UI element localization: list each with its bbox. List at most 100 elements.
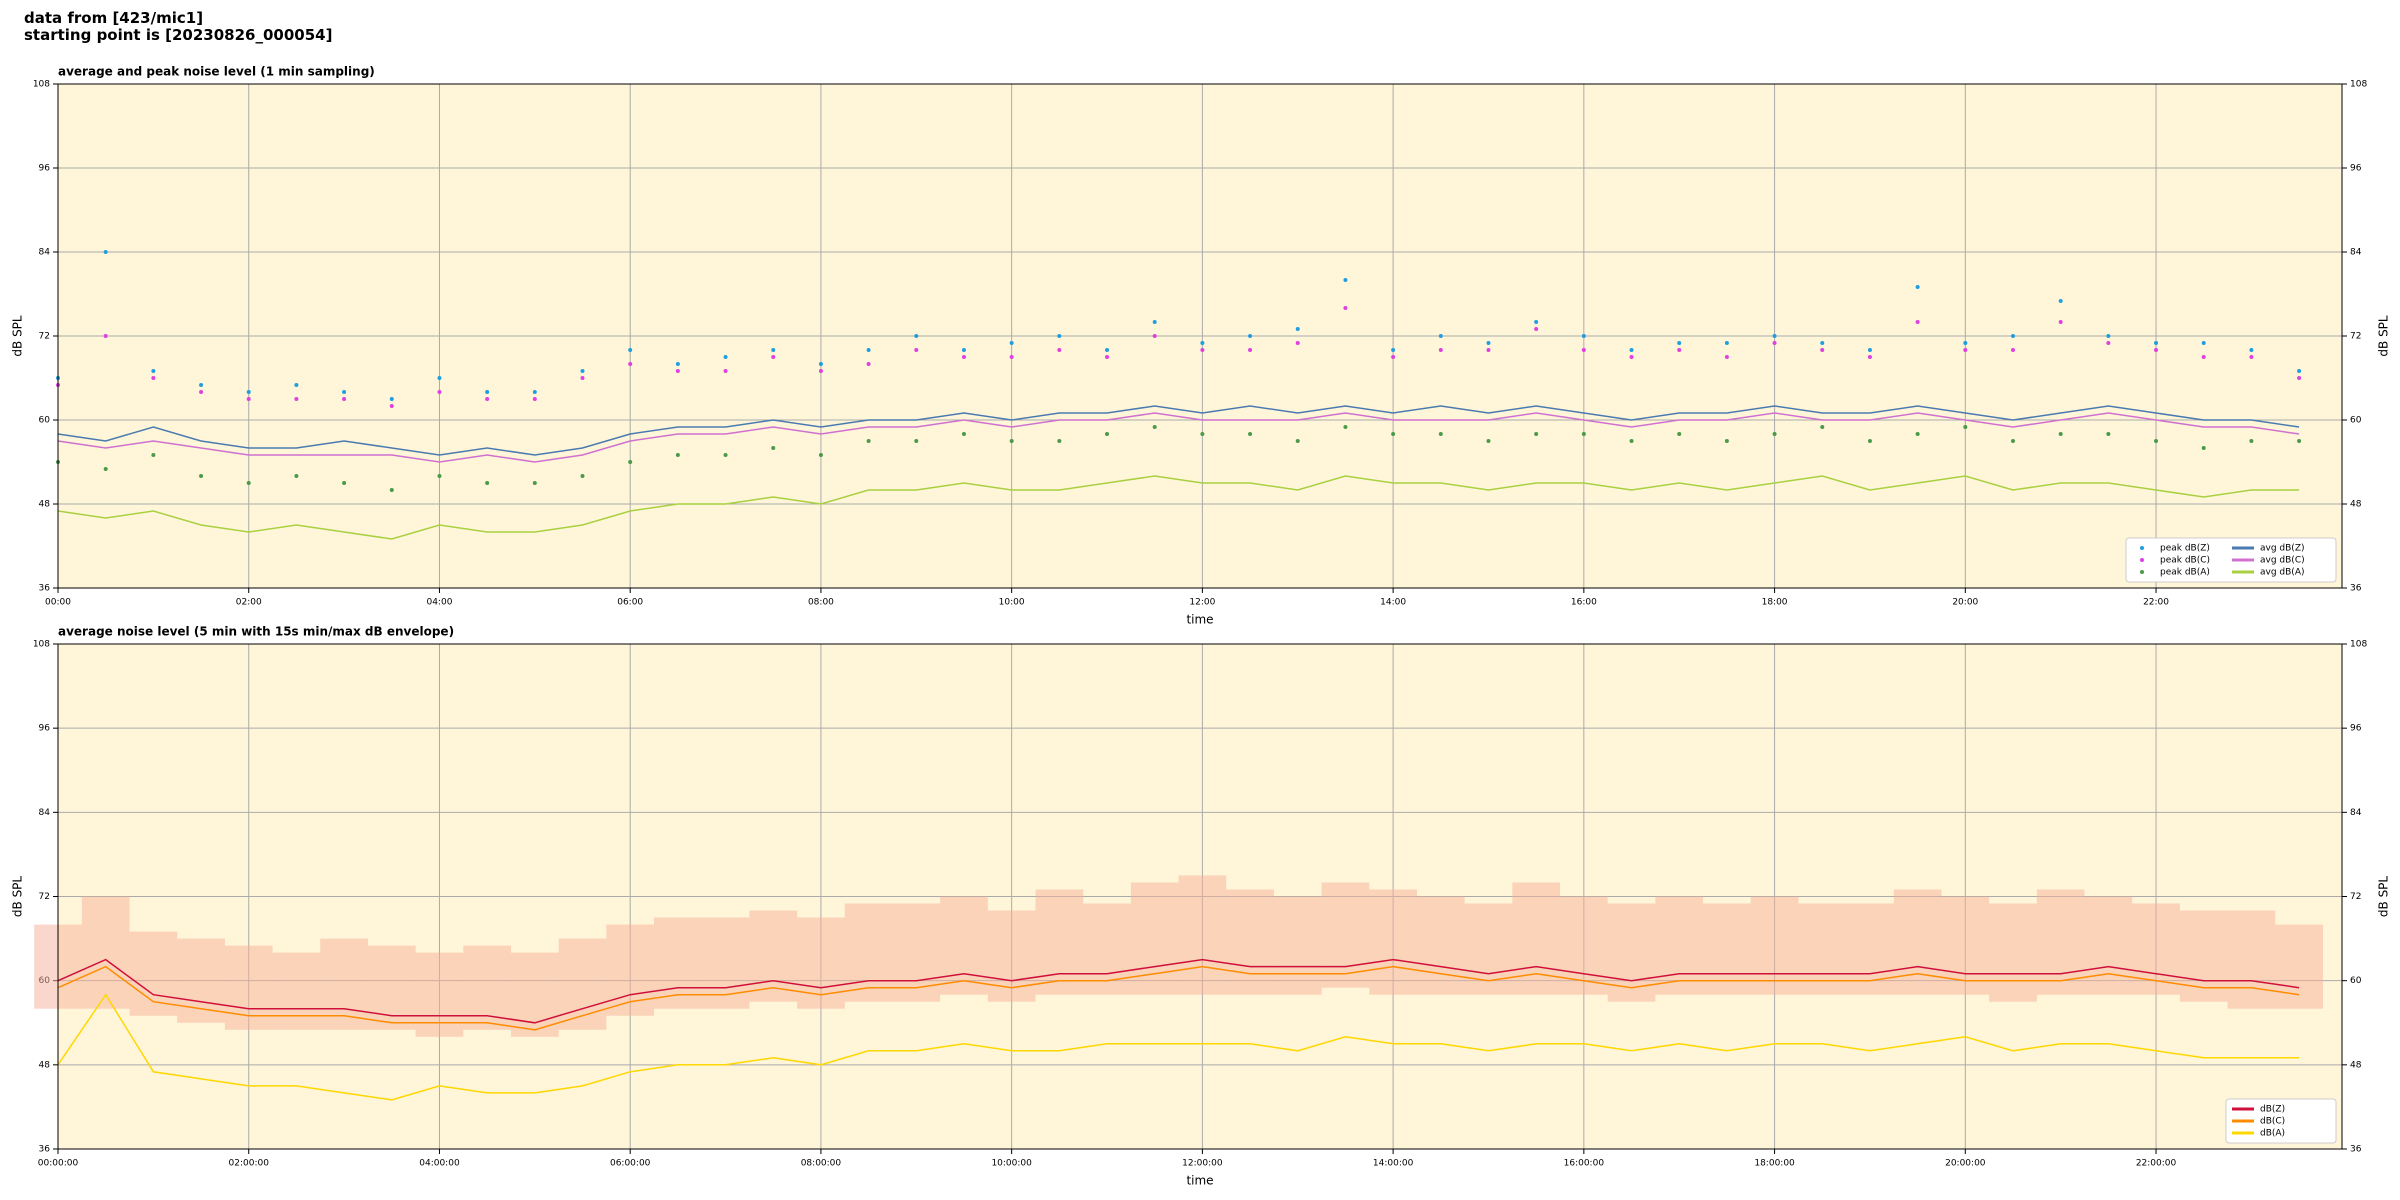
x-tick-label: 18:00: [1762, 598, 1788, 608]
peak-point: [199, 390, 204, 394]
peak-point: [1963, 348, 1968, 352]
x-tick-label: 16:00:00: [1564, 1159, 1605, 1169]
y-tick-label: 84: [39, 248, 51, 258]
y-tick-label: 48: [2350, 500, 2362, 510]
peak-point: [2106, 341, 2111, 345]
peak-point: [1009, 355, 1014, 359]
line: [57, 993, 2300, 1101]
y-tick-label: 48: [2350, 1060, 2362, 1070]
peak-point: [389, 397, 394, 401]
legend-label: peak dB(A): [2160, 568, 2210, 578]
peak-point: [1438, 334, 1443, 338]
line: [57, 958, 2300, 1024]
x-tick-label: 02:00: [236, 598, 262, 608]
y-tick-label: 36: [2350, 1145, 2362, 1155]
peak-point: [2058, 432, 2063, 436]
peak-point: [818, 362, 823, 366]
peak-point: [1534, 432, 1539, 436]
peak-point: [723, 369, 728, 373]
envelope: [367, 945, 416, 1030]
peak-point: [914, 334, 919, 338]
x-tick-label: 12:00: [1189, 598, 1215, 608]
peak-point: [151, 369, 156, 373]
peak-point: [1915, 320, 1920, 324]
y-tick-label: 96: [2350, 724, 2362, 734]
peak-point: [1438, 348, 1443, 352]
peak-point: [818, 453, 823, 457]
peak-point: [961, 432, 966, 436]
peak-point: [532, 390, 537, 394]
envelope: [1130, 882, 1179, 995]
peak-point: [1009, 439, 1014, 443]
plot-frame: [57, 83, 2343, 589]
envelope: [1321, 882, 1370, 988]
x-tick-label: 22:00: [2143, 598, 2169, 608]
peak-point: [103, 467, 108, 471]
peak-point: [1581, 348, 1586, 352]
peak-point: [1343, 306, 1348, 310]
envelope: [463, 945, 511, 1030]
y-tick-label: 60: [2350, 976, 2362, 986]
y-tick-label: 96: [39, 724, 51, 734]
x-axis-label: time: [1186, 1174, 1213, 1188]
y-tick-label: 36: [39, 584, 51, 594]
peak-point: [1200, 432, 1205, 436]
peak-point: [1057, 334, 1062, 338]
legend-label: dB(Z): [2260, 1105, 2285, 1115]
peak-point: [485, 397, 490, 401]
peak-point: [1200, 348, 1205, 352]
peak-point: [342, 397, 347, 401]
peak-point: [485, 481, 490, 485]
peak-point: [1677, 341, 1682, 345]
peak-point: [1534, 320, 1539, 324]
envelope: [606, 924, 655, 1016]
envelope: [797, 917, 845, 1009]
y-tick-label: 36: [2350, 584, 2362, 594]
peak-point: [1248, 348, 1253, 352]
peak-point: [1963, 425, 1968, 429]
header-line: data from [423/mic1]: [24, 9, 204, 27]
y-tick-label: 48: [39, 1060, 51, 1070]
peak-point: [866, 348, 871, 352]
plot-frame: [57, 643, 2343, 1150]
peak-point: [294, 397, 299, 401]
peak-point: [246, 481, 251, 485]
peak-point: [2154, 439, 2159, 443]
x-tick-label: 04:00: [426, 598, 452, 608]
envelope: [1798, 903, 1847, 995]
peak-point: [2249, 355, 2254, 359]
peak-point: [342, 390, 347, 394]
peak-point: [628, 348, 633, 352]
envelope: [654, 917, 702, 1009]
x-tick-label: 06:00: [617, 598, 643, 608]
peak-point: [580, 369, 585, 373]
envelope: [2179, 910, 2228, 1002]
peak-point: [2058, 299, 2063, 303]
envelope: [2227, 910, 2276, 1009]
peak-point: [151, 453, 156, 457]
x-tick-label: 12:00:00: [1182, 1159, 1223, 1169]
x-tick-label: 08:00:00: [801, 1159, 842, 1169]
peak-point: [1248, 432, 1253, 436]
peak-point: [1105, 432, 1110, 436]
y-tick-label: 84: [39, 808, 51, 818]
peak-point: [532, 481, 537, 485]
line: [57, 412, 2300, 463]
envelope: [1369, 889, 1417, 995]
line: [57, 475, 2300, 540]
legend-marker: [2140, 558, 2144, 562]
header-line: starting point is [20230826_000054]: [24, 26, 333, 44]
peak-point: [2201, 446, 2206, 450]
peak-point: [1343, 425, 1348, 429]
peak-point: [1248, 334, 1253, 338]
y-axis-label: dB SPL: [11, 315, 25, 357]
peak-point: [628, 362, 633, 366]
peak-point: [294, 474, 299, 478]
peak-point: [1152, 425, 1157, 429]
peak-point: [151, 376, 156, 380]
envelope: [1750, 896, 1799, 995]
peak-point: [246, 397, 251, 401]
peak-point: [961, 355, 966, 359]
peak-point: [1486, 341, 1491, 345]
